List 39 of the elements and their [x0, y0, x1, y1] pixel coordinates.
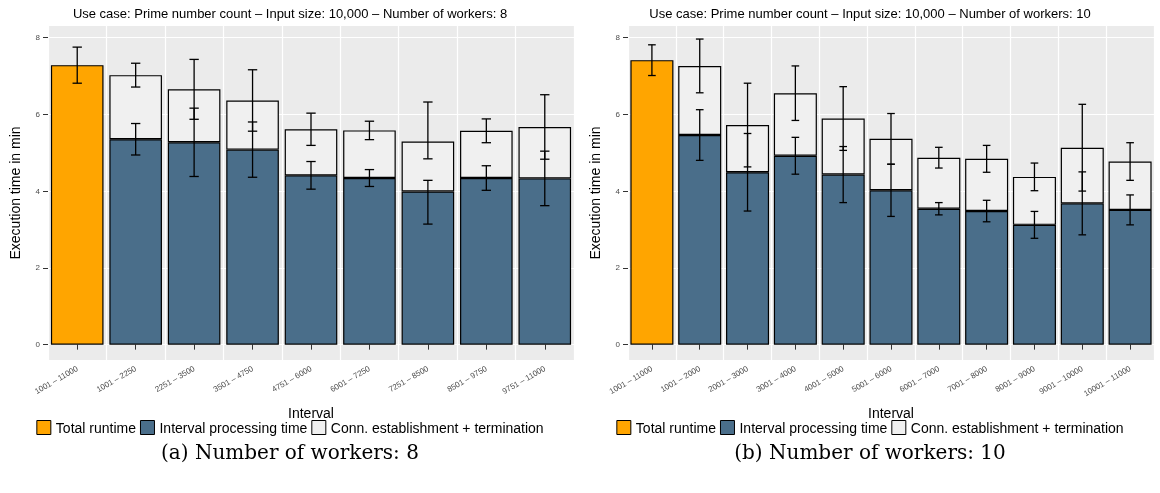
chart-title: Use case: Prime number count – Input size: 10,000 – Number of workers: 8 [72, 6, 508, 21]
x-tick-label: 1001 – 2000 [659, 363, 703, 395]
x-tick-label: 7001 – 8000 [945, 363, 990, 395]
text: (b) Number of workers: 10 [733, 440, 1007, 464]
y-tick-label: 8 [35, 33, 41, 43]
y-tick-label: 4 [35, 186, 41, 196]
x-tick-label: 3501 – 4750 [211, 363, 256, 395]
legend-label: Conn. establishment + termination [910, 419, 1124, 436]
legend-label: Total runtime [55, 419, 137, 436]
x-tick-label: 8501 – 9750 [445, 363, 490, 395]
y-tick-label: 2 [35, 263, 41, 273]
x-tick-label: 1001 – 2250 [94, 363, 139, 395]
x-tick-label: 6001 – 7000 [898, 363, 942, 395]
y-tick-label: 6 [615, 109, 621, 119]
x-axis-title: Interval [868, 405, 914, 421]
chart-title: Use case: Prime number count – Input size: 10,000 – Number of workers: 10 [649, 6, 1091, 21]
y-tick-label: 6 [35, 109, 41, 119]
legend-label: Total runtime [635, 419, 717, 436]
x-tick-label: 5001 – 6000 [850, 363, 894, 395]
x-tick-label: 3001 – 4000 [754, 363, 799, 395]
legend-label: Conn. establishment + termination [330, 419, 544, 436]
x-tick-label: 4751 – 6000 [270, 363, 314, 395]
y-axis-title: Execution time in min [7, 126, 23, 260]
legend-label: Interval processing time [159, 419, 308, 436]
x-tick-label: 4001 – 5000 [802, 363, 846, 395]
text: (a) Number of workers: 8 [160, 440, 420, 464]
x-tick-label: 2251 – 3500 [153, 363, 197, 395]
y-tick-label: 2 [615, 263, 621, 273]
y-tick-label: 4 [615, 186, 621, 196]
x-tick-label: 6001 – 7250 [328, 363, 373, 395]
y-tick-label: 0 [615, 340, 621, 350]
y-tick-label: 8 [615, 33, 621, 43]
legend-label: Interval processing time [739, 419, 888, 436]
x-tick-label: 7251 – 8500 [387, 363, 431, 395]
y-axis-title: Execution time in min [587, 126, 603, 260]
y-tick-label: 0 [35, 340, 41, 350]
x-tick-label: 8001 – 9000 [993, 363, 1038, 395]
x-tick-label: 2001 – 3000 [706, 363, 751, 395]
x-axis-title: Interval [288, 405, 334, 421]
